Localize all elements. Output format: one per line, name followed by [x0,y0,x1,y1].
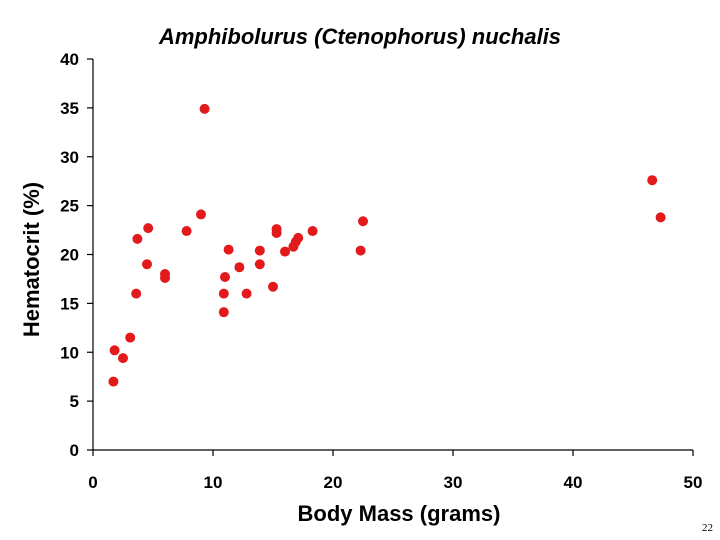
data-point [307,226,318,237]
data-point [132,233,143,244]
data-point [358,216,368,227]
data-point [131,288,142,299]
y-axis-label: Hematocrit (%) [19,182,44,337]
data-point [199,103,210,114]
x-tick-label: 30 [444,473,463,492]
x-tick-label: 10 [204,473,223,492]
data-point [142,259,152,270]
x-tick-label: 0 [88,473,97,492]
y-tick-label: 25 [60,197,79,216]
data-point [355,245,366,256]
data-point [108,376,119,387]
data-point [218,307,229,318]
y-tick-label: 15 [60,294,79,313]
data-point [143,223,154,234]
x-axis-label: Body Mass (grams) [298,501,501,526]
data-point [160,272,170,283]
data-point [271,227,282,238]
data-point [181,226,192,237]
y-axis-ticks: 0 5 10 15 20 25 30 35 40 [60,50,93,460]
data-point [655,212,666,223]
data-point [254,259,265,270]
data-point [234,262,245,273]
y-tick-label: 10 [60,343,79,362]
data-point [220,271,230,282]
y-tick-label: 5 [70,392,79,411]
y-tick-label: 30 [60,148,79,167]
y-tick-label: 20 [60,246,79,265]
data-point [218,288,229,299]
y-tick-label: 0 [70,441,79,460]
x-tick-label: 40 [564,473,583,492]
x-tick-label: 20 [324,473,343,492]
y-tick-label: 40 [60,50,79,69]
data-point [647,175,658,186]
data-point [268,281,278,292]
y-tick-label: 35 [60,99,79,118]
data-point [125,332,136,343]
x-axis-ticks: 0 10 20 30 40 50 [88,450,702,492]
x-tick-label: 50 [684,473,703,492]
data-point [109,345,120,356]
page-number: 22 [702,522,713,534]
data-point [223,244,234,255]
data-point [293,232,304,243]
data-point [196,209,206,220]
data-point [280,246,290,257]
data-points [108,103,666,387]
data-point [241,288,252,299]
plot-area [92,59,693,451]
data-point [254,245,265,256]
chart-title: Amphibolurus (Ctenophorus) nuchalis [158,24,561,49]
data-point [118,353,128,364]
